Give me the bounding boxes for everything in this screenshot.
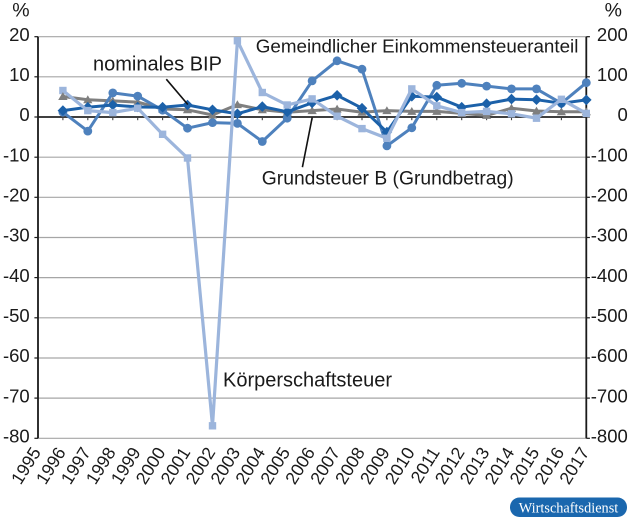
svg-text:-70: -70 <box>3 385 30 406</box>
svg-text:200: 200 <box>597 24 628 45</box>
svg-text:0: 0 <box>19 104 29 125</box>
svg-text:-200: -200 <box>591 185 628 206</box>
svg-text:-80: -80 <box>3 426 30 447</box>
svg-text:20: 20 <box>9 24 30 45</box>
svg-text:-20: -20 <box>3 185 30 206</box>
svg-text:-500: -500 <box>591 305 628 326</box>
svg-text:-60: -60 <box>3 345 30 366</box>
svg-text:10: 10 <box>9 64 30 85</box>
svg-text:-300: -300 <box>591 225 628 246</box>
svg-text:Körperschaftsteuer: Körperschaftsteuer <box>223 370 392 392</box>
svg-text:-50: -50 <box>3 305 30 326</box>
svg-text:-700: -700 <box>591 385 628 406</box>
svg-text:Wirtschaftsdienst: Wirtschaftsdienst <box>519 500 619 516</box>
svg-text:%: % <box>12 0 29 21</box>
svg-text:-40: -40 <box>3 265 30 286</box>
svg-text:-30: -30 <box>3 225 30 246</box>
svg-text:Grundsteuer B (Grundbetrag): Grundsteuer B (Grundbetrag) <box>262 169 514 190</box>
svg-text:nominales BIP: nominales BIP <box>93 54 222 76</box>
svg-text:-10: -10 <box>3 144 30 165</box>
svg-text:0: 0 <box>618 104 628 125</box>
svg-text:Gemeindlicher Einkommensteuera: Gemeindlicher Einkommensteueranteil <box>256 35 579 56</box>
svg-text:-600: -600 <box>591 345 628 366</box>
svg-text:-100: -100 <box>591 144 628 165</box>
svg-text:100: 100 <box>597 64 628 85</box>
svg-text:-400: -400 <box>591 265 628 286</box>
svg-text:%: % <box>605 0 622 21</box>
svg-text:-800: -800 <box>591 426 628 447</box>
